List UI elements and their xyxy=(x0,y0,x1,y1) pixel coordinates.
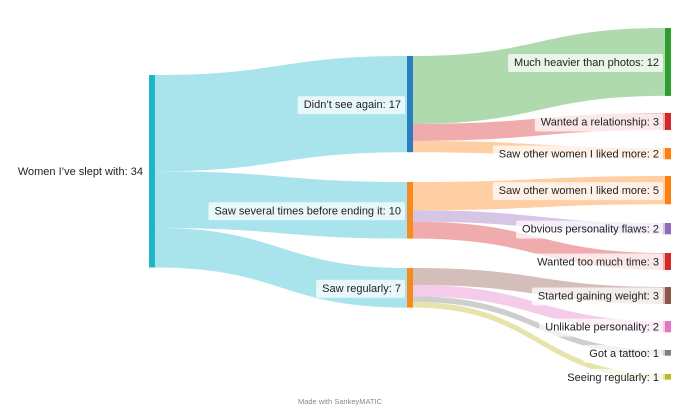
node-value: 2 xyxy=(653,224,659,236)
node-value: 2 xyxy=(653,149,659,161)
sankey-node-other5 xyxy=(665,176,671,205)
sankey-label-text-relationship: Wanted a relationship: 3 xyxy=(541,116,659,128)
node-label: Didn’t see again xyxy=(304,99,383,111)
sankey-label-text-other2: Saw other women I liked more: 2 xyxy=(499,149,659,161)
label-background xyxy=(516,220,663,239)
node-value: 2 xyxy=(653,322,659,334)
sankey-link-regular-tattoo xyxy=(413,296,665,356)
node-value: 34 xyxy=(131,166,143,178)
label-background xyxy=(561,368,663,387)
sankey-label-text-root: Women I’ve slept with: 34 xyxy=(18,166,143,178)
sankey-label-other2: Saw other women I liked more: 2 xyxy=(492,145,663,164)
node-label: Obvious personality flaws xyxy=(522,224,647,236)
node-label: Started gaining weight xyxy=(538,290,647,302)
sankey-label-weight: Started gaining weight: 3 xyxy=(531,287,663,306)
sankey-label-root: Women I’ve slept with: 34 xyxy=(18,166,143,178)
sankey-labels: Women I’ve slept with: 34 Didn’t see agai… xyxy=(18,53,663,387)
sankey-label-tattoo: Got a tattoo: 1 xyxy=(583,344,663,363)
sankey-label-seeing: Seeing regularly: 1 xyxy=(561,368,663,387)
sankey-node-toomuch xyxy=(665,253,671,270)
label-background xyxy=(531,253,663,272)
node-label: Much heavier than photos xyxy=(514,57,641,69)
node-label: Saw other women I liked more xyxy=(499,149,647,161)
sankey-label-text-weight: Started gaining weight: 3 xyxy=(538,290,659,302)
sankey-link-root-nosee xyxy=(155,56,407,172)
node-value: 3 xyxy=(653,290,659,302)
sankey-label-text-seeing: Seeing regularly: 1 xyxy=(567,372,659,384)
node-label: Unlikable personality xyxy=(545,322,647,334)
sankey-label-text-heavier: Much heavier than photos: 12 xyxy=(514,57,659,69)
sankey-node-heavier xyxy=(665,28,671,96)
label-background xyxy=(492,145,663,164)
node-value: 1 xyxy=(653,348,659,360)
label-background xyxy=(297,96,405,115)
node-value: 7 xyxy=(395,283,401,295)
label-background xyxy=(531,287,663,306)
node-value: 10 xyxy=(389,205,401,217)
label-background xyxy=(208,202,405,221)
label-background xyxy=(316,279,405,298)
label-background xyxy=(508,53,663,72)
node-label: Wanted a relationship xyxy=(541,116,647,128)
node-label: Wanted too much time xyxy=(537,256,647,268)
sankey-label-toomuch: Wanted too much time: 3 xyxy=(531,253,663,272)
sankey-link-nosee-heavier xyxy=(413,28,665,124)
node-label: Got a tattoo xyxy=(589,348,646,360)
sankey-label-several: Saw several times before ending it: 10 xyxy=(208,202,405,221)
sankey-label-relationship: Wanted a relationship: 3 xyxy=(534,113,663,132)
sankey-nodes xyxy=(149,28,671,380)
sankey-label-text-nosee: Didn’t see again: 17 xyxy=(304,99,401,111)
sankey-node-seeing xyxy=(665,374,671,380)
sankey-node-tattoo xyxy=(665,350,671,356)
node-label: Seeing regularly xyxy=(567,372,647,384)
sankey-node-several xyxy=(407,182,413,239)
label-background xyxy=(534,113,663,132)
sankey-link-regular-seeing xyxy=(413,301,665,380)
sankey-label-unlikable: Unlikable personality: 2 xyxy=(539,318,663,337)
sankey-label-text-several: Saw several times before ending it: 10 xyxy=(214,205,401,217)
node-label: Saw several times before ending it xyxy=(214,205,382,217)
label-background xyxy=(583,344,663,363)
sankey-label-flaws: Obvious personality flaws: 2 xyxy=(516,220,663,239)
sankey-node-weight xyxy=(665,287,671,304)
label-background xyxy=(539,318,663,337)
sankey-node-relationship xyxy=(665,113,671,130)
sankey-label-other5: Saw other women I liked more: 5 xyxy=(492,182,663,201)
node-value: 3 xyxy=(653,116,659,128)
sankey-node-unlikable xyxy=(665,321,671,333)
sankey-node-nosee xyxy=(407,56,413,153)
node-value: 17 xyxy=(389,99,401,111)
credit-text: Made with SankeyMATIC xyxy=(298,397,383,406)
sankey-label-text-other5: Saw other women I liked more: 5 xyxy=(499,185,659,197)
node-value: 1 xyxy=(653,372,659,384)
sankey-label-text-regular: Saw regularly: 7 xyxy=(322,283,401,295)
sankey-node-regular xyxy=(407,268,413,308)
sankey-label-text-tattoo: Got a tattoo: 1 xyxy=(589,348,659,360)
node-label: Saw other women I liked more xyxy=(499,185,647,197)
sankey-label-text-unlikable: Unlikable personality: 2 xyxy=(545,322,659,334)
sankey-node-flaws xyxy=(665,223,671,235)
sankey-label-text-flaws: Obvious personality flaws: 2 xyxy=(522,224,659,236)
sankey-label-nosee: Didn’t see again: 17 xyxy=(297,96,405,115)
node-label: Women I’ve slept with xyxy=(18,166,125,178)
node-value: 3 xyxy=(653,256,659,268)
sankey-node-other2 xyxy=(665,148,671,160)
label-background xyxy=(492,182,663,201)
sankey-node-root xyxy=(149,75,155,268)
node-label: Saw regularly xyxy=(322,283,389,295)
sankey-label-regular: Saw regularly: 7 xyxy=(316,279,405,298)
sankey-label-text-toomuch: Wanted too much time: 3 xyxy=(537,256,659,268)
node-value: 5 xyxy=(653,185,659,197)
node-value: 12 xyxy=(647,57,659,69)
sankey-label-heavier: Much heavier than photos: 12 xyxy=(508,53,663,72)
